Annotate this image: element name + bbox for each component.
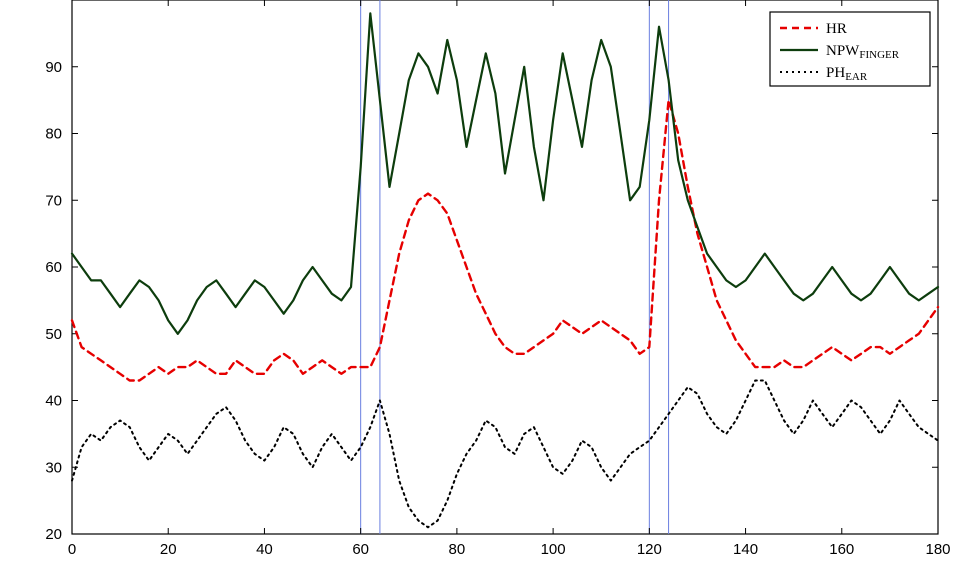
series-HR bbox=[72, 100, 938, 380]
x-tick-label: 120 bbox=[637, 541, 662, 558]
legend-label: HR bbox=[826, 21, 847, 37]
y-tick-label: 90 bbox=[45, 59, 62, 76]
y-tick-label: 70 bbox=[45, 192, 62, 209]
x-tick-label: 160 bbox=[829, 541, 854, 558]
y-tick-label: 40 bbox=[45, 393, 62, 410]
x-tick-label: 80 bbox=[449, 541, 466, 558]
series-PHear bbox=[72, 381, 938, 528]
x-tick-label: 20 bbox=[160, 541, 177, 558]
x-tick-label: 40 bbox=[256, 541, 273, 558]
y-tick-label: 60 bbox=[45, 259, 62, 276]
y-tick-label: 80 bbox=[45, 126, 62, 143]
x-tick-label: 60 bbox=[352, 541, 369, 558]
y-tick-label: 30 bbox=[45, 459, 62, 476]
x-tick-label: 0 bbox=[68, 541, 76, 558]
x-tick-label: 180 bbox=[925, 541, 950, 558]
x-tick-label: 140 bbox=[733, 541, 758, 558]
y-tick-label: 20 bbox=[45, 526, 62, 543]
y-tick-label: 50 bbox=[45, 326, 62, 343]
x-tick-label: 100 bbox=[541, 541, 566, 558]
line-chart: 0 20 40 60 80 100 120 140 160 180 20 30 40 50 60 70 80 90… bbox=[0, 0, 960, 562]
